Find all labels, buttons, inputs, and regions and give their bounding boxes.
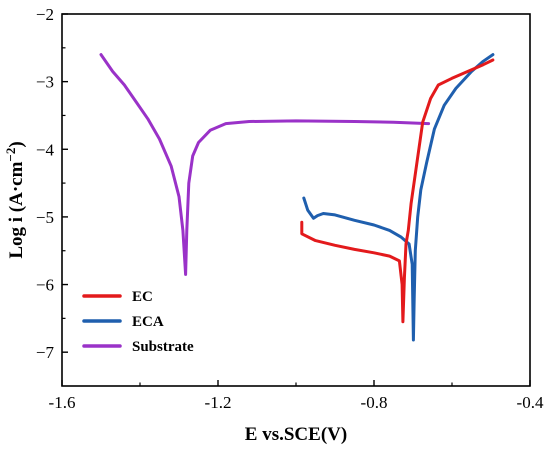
axis-ticks: -1.6 -1.2 -0.8 -0.4 −7 −6 −5 −4 −3 −2: [36, 5, 544, 412]
y-tick-label: −6: [36, 276, 54, 295]
y-tick-label: −5: [36, 208, 54, 227]
legend: EC ECA Substrate: [82, 289, 194, 355]
series-line-ec: [300, 58, 495, 324]
legend-label-ec: EC: [132, 289, 153, 305]
plot-frame: [61, 13, 531, 387]
x-tick-label: -1.2: [205, 393, 232, 412]
x-tick-label: -1.6: [49, 393, 76, 412]
series-group: [99, 53, 495, 342]
x-tick-label: -0.8: [361, 393, 388, 412]
y-axis-title: Log i (A·cm−2): [3, 141, 27, 258]
series-line-eca: [302, 53, 495, 342]
legend-label-eca: ECA: [132, 314, 164, 330]
x-axis-title: E vs.SCE(V): [245, 424, 347, 445]
y-tick-label: −2: [36, 5, 54, 24]
y-tick-label: −4: [36, 140, 55, 159]
y-axis-title-exponent: −2: [3, 148, 18, 162]
x-tick-label: -0.4: [517, 393, 544, 412]
y-tick-label: −3: [36, 73, 54, 92]
y-tick-label: −7: [36, 343, 55, 362]
legend-label-substrate: Substrate: [132, 339, 194, 355]
series-line-substrate: [99, 53, 431, 276]
